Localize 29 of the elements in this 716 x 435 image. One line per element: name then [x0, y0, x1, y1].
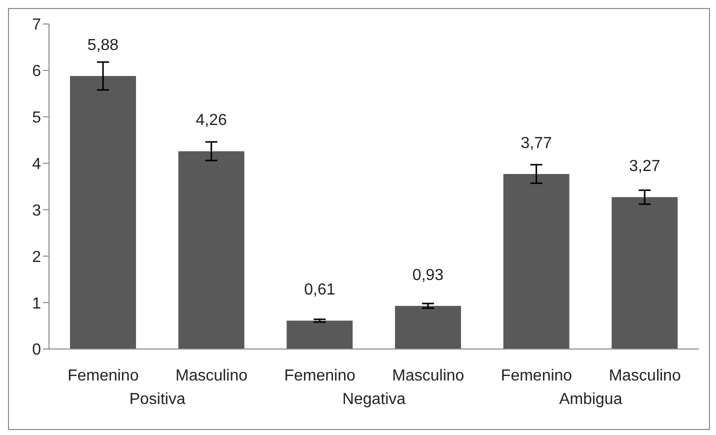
data-label: 4,26 — [196, 112, 228, 130]
text: Positiva — [128, 391, 186, 409]
y-tick-label: 7 — [32, 16, 42, 34]
y-tick-label: 1 — [32, 295, 42, 312]
x-tick-label: Femenino — [284, 367, 356, 384]
y-tick-label: 2 — [32, 248, 42, 266]
text: Ambigua — [558, 391, 624, 409]
data-label: 3,77 — [520, 134, 552, 152]
y-tick-label: 6 — [32, 63, 42, 80]
bar — [178, 151, 244, 349]
y-tick-label: 4 — [32, 156, 42, 173]
bar — [286, 320, 353, 349]
data-label: 3,27 — [629, 158, 660, 176]
data-label: 5,88 — [87, 37, 119, 54]
x-tick-label: Femenino — [68, 367, 139, 384]
bar — [70, 76, 136, 349]
text: Negativa — [341, 391, 407, 409]
bar — [503, 174, 570, 349]
y-tick-label: 5 — [32, 110, 42, 127]
x-tick-label: Femenino — [500, 367, 572, 384]
y-tick-label: 3 — [32, 202, 42, 220]
bar — [612, 197, 678, 349]
x-tick-label: Masculino — [392, 367, 464, 384]
x-tick-label: Masculino — [175, 367, 248, 384]
bar — [395, 306, 461, 349]
y-tick-label: 0 — [32, 342, 42, 359]
data-label: 0,61 — [304, 282, 336, 299]
data-label: 0,93 — [412, 266, 444, 284]
x-tick-label: Masculino — [608, 367, 681, 384]
